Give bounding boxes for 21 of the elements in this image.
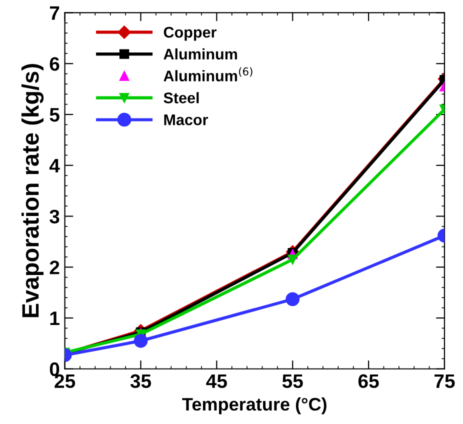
legend-label: Aluminum$^{(6)}$ — [164, 67, 252, 82]
y-tick-label: 7 — [50, 6, 60, 20]
x-tick-label: 55 — [282, 374, 303, 388]
legend-label: Macor — [164, 114, 208, 126]
y-tick-label: 6 — [50, 57, 60, 71]
x-tick-label: 45 — [206, 374, 227, 388]
y-tick-label: 1 — [50, 312, 60, 326]
legend-label: Steel — [164, 92, 199, 104]
legend-label: Copper — [164, 26, 216, 41]
y-tick-label: 4 — [49, 159, 60, 172]
y-tick-label: 2 — [50, 260, 60, 274]
legend-label: Aluminum — [164, 48, 237, 60]
x-tick-label: 65 — [358, 374, 379, 388]
x-tick-label: 75 — [434, 374, 455, 388]
y-axis-title: Evaporation rate (kg/s) — [21, 64, 44, 318]
x-tick-label: 25 — [54, 374, 76, 388]
x-tick-label: 35 — [130, 374, 152, 388]
x-axis-title: Temperature (°C) — [182, 397, 326, 414]
y-tick-label: 3 — [50, 210, 60, 224]
y-tick-label: 0 — [50, 362, 60, 376]
y-tick-label: 5 — [50, 108, 60, 122]
